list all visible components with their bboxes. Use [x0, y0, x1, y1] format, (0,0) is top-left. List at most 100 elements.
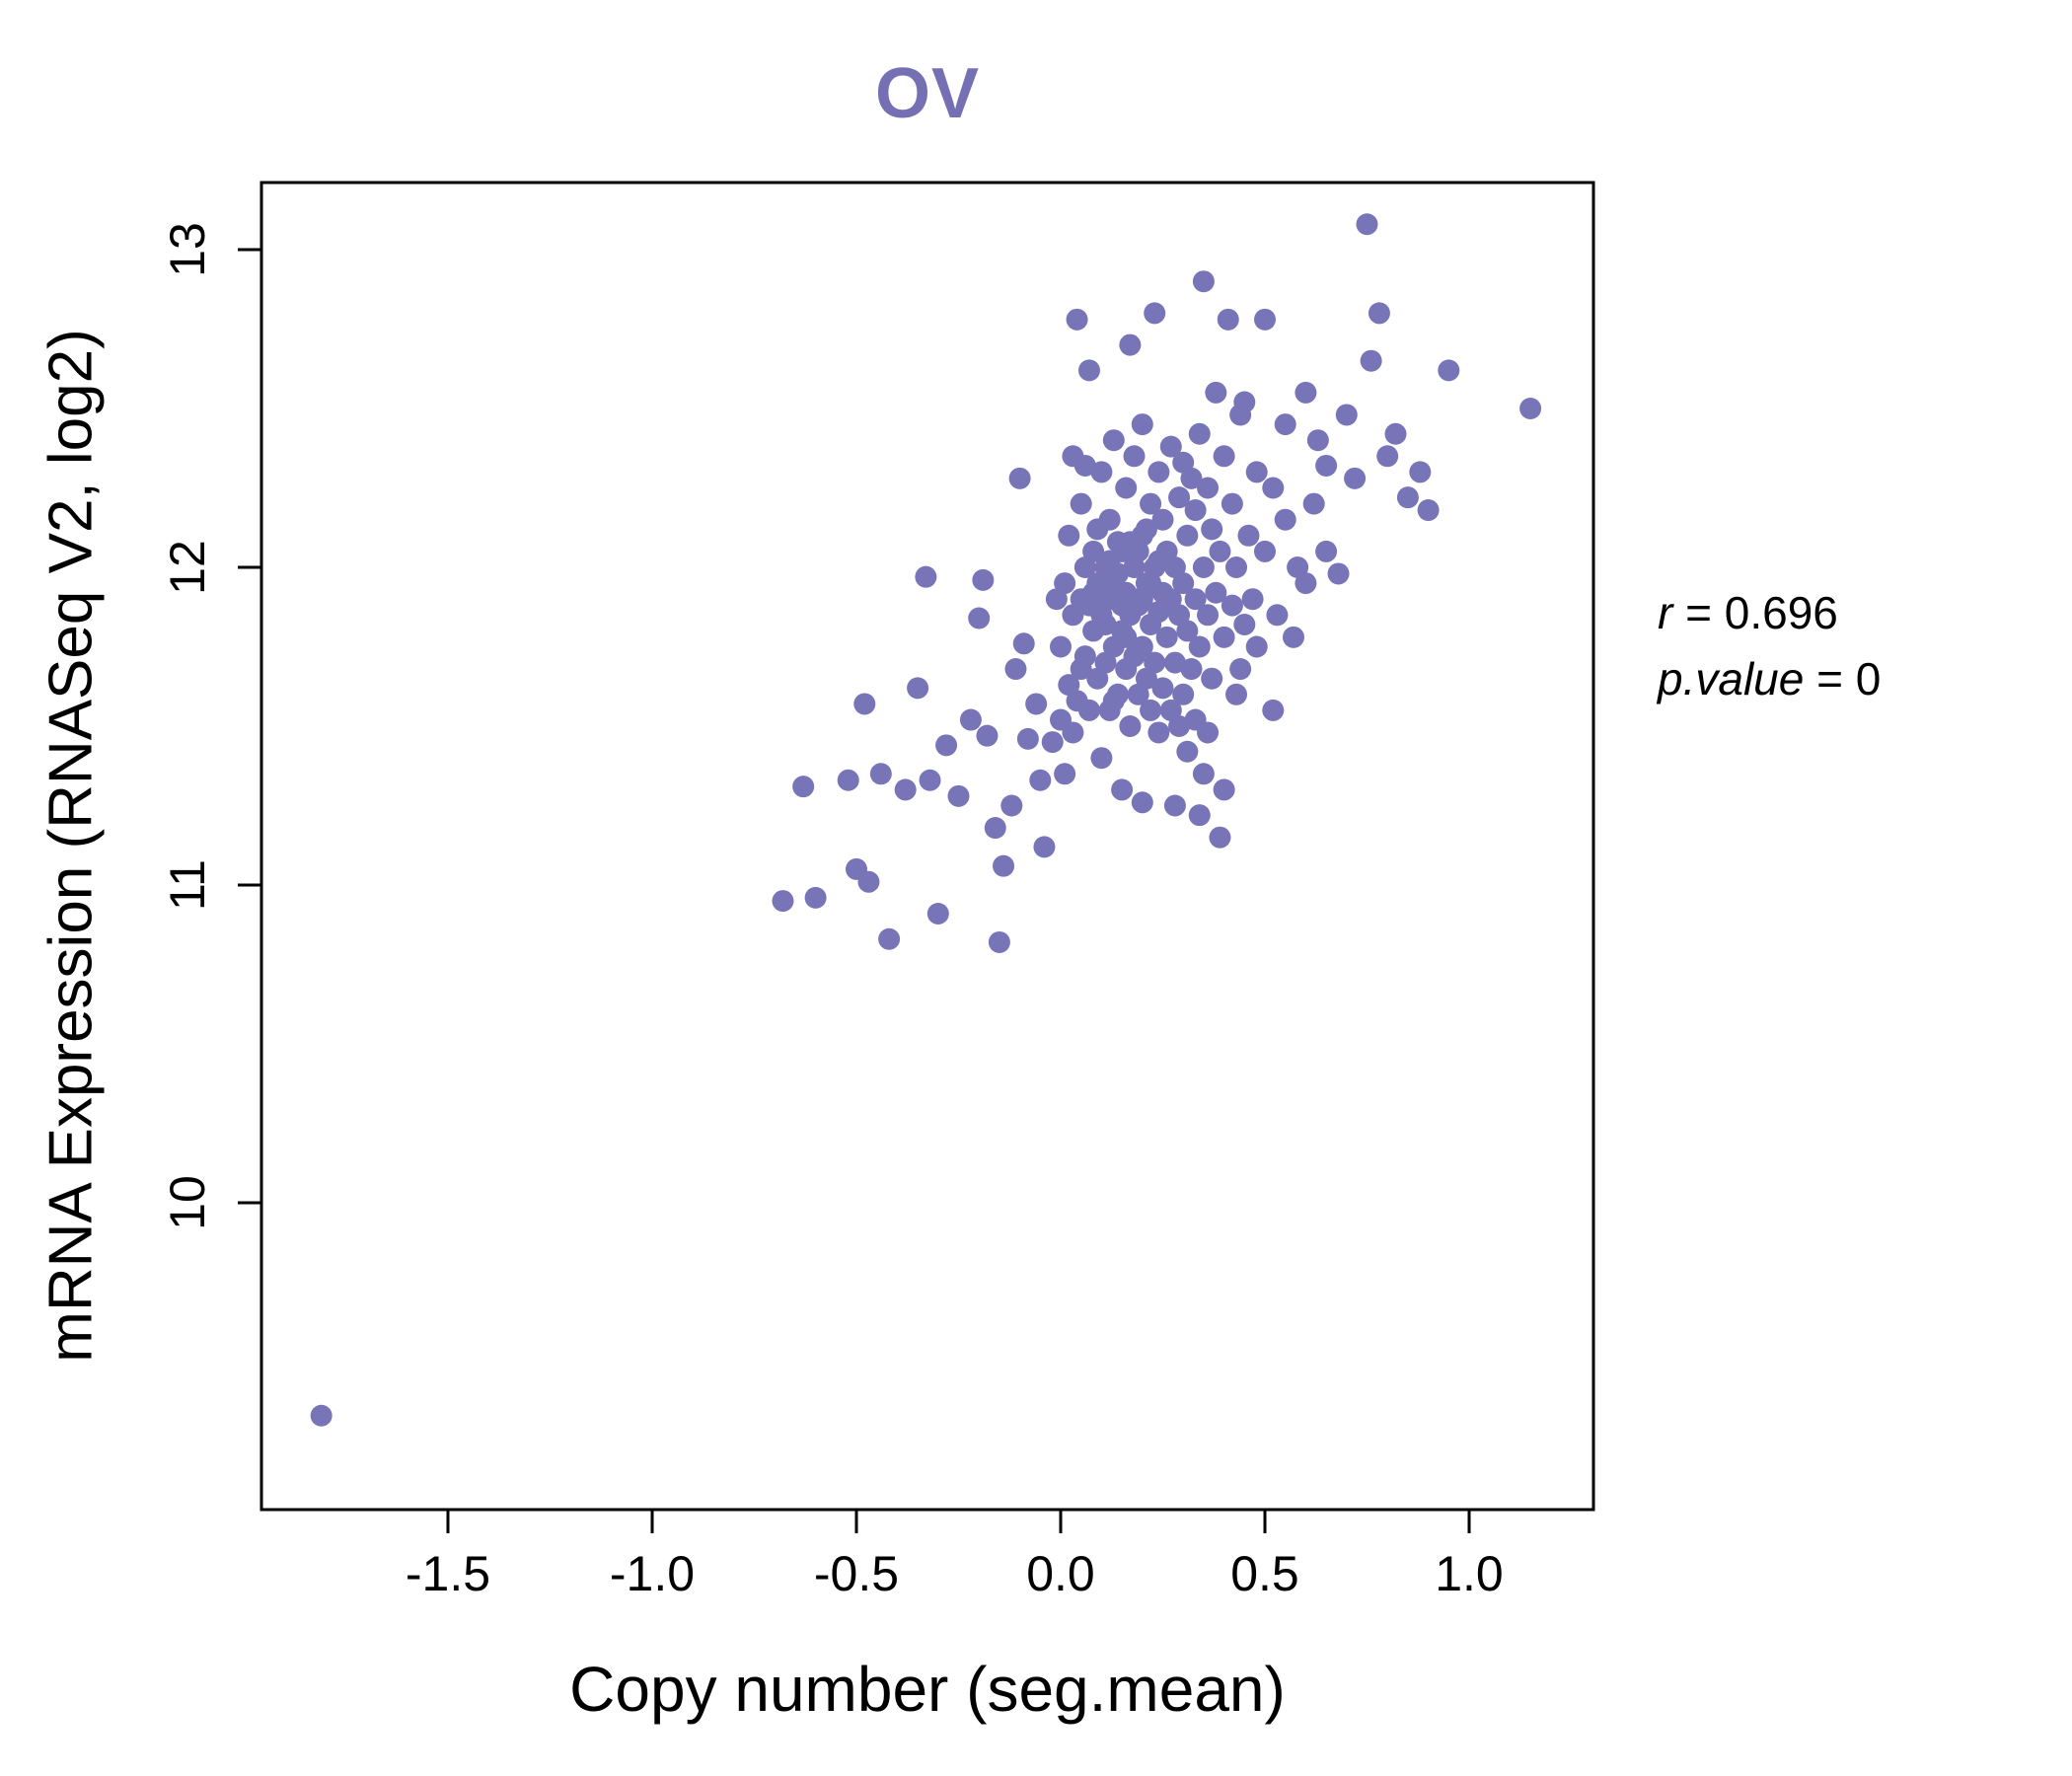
data-point	[1205, 381, 1227, 404]
data-point	[1192, 270, 1215, 293]
data-point	[1221, 492, 1243, 515]
data-point	[772, 890, 794, 913]
data-point	[926, 902, 949, 925]
data-point	[935, 734, 958, 757]
data-point	[1008, 467, 1031, 489]
data-point	[1213, 626, 1235, 648]
data-point	[1119, 333, 1142, 356]
data-point	[1147, 461, 1170, 483]
data-point	[1233, 391, 1256, 413]
data-point	[907, 677, 929, 700]
data-point	[1396, 486, 1419, 509]
data-point	[1229, 658, 1252, 681]
data-point	[1213, 445, 1235, 468]
data-point	[1119, 531, 1142, 554]
data-point	[1041, 731, 1064, 754]
data-point	[1151, 677, 1174, 700]
data-point	[1094, 613, 1117, 635]
data-point	[919, 769, 941, 791]
data-point	[1225, 556, 1248, 578]
x-tick-label: -0.5	[814, 1546, 899, 1601]
data-point	[1090, 747, 1113, 770]
data-point	[1033, 836, 1056, 858]
data-point	[1254, 540, 1276, 562]
data-point	[1262, 699, 1285, 721]
data-point	[1131, 588, 1153, 611]
data-point	[1159, 435, 1182, 458]
data-point	[972, 568, 995, 591]
data-point	[1237, 524, 1260, 547]
data-point	[310, 1404, 333, 1427]
data-point	[959, 708, 982, 731]
data-point	[1519, 398, 1542, 419]
data-point	[1168, 486, 1191, 509]
data-point	[1438, 359, 1460, 382]
data-point	[1172, 683, 1195, 705]
data-point	[1217, 308, 1239, 331]
x-tick-label: -1.0	[610, 1546, 695, 1601]
data-point	[1082, 540, 1105, 562]
data-point	[853, 693, 876, 715]
data-point	[968, 607, 991, 629]
data-point	[1090, 461, 1113, 483]
data-point	[1245, 635, 1268, 658]
data-point	[1188, 422, 1211, 445]
data-point	[1274, 508, 1296, 531]
data-point	[792, 776, 815, 798]
data-point	[976, 724, 999, 747]
data-point	[1335, 404, 1358, 426]
data-point	[869, 763, 892, 785]
data-point	[804, 886, 827, 909]
data-point	[1016, 727, 1039, 750]
data-point	[1144, 651, 1166, 674]
data-point	[1147, 721, 1170, 744]
data-point	[1050, 635, 1072, 658]
data-point	[1098, 550, 1121, 572]
x-tick-label: -1.5	[406, 1546, 490, 1601]
data-point	[1274, 413, 1296, 436]
data-point	[1140, 492, 1162, 515]
data-point	[1151, 508, 1174, 531]
annotation-p-var: p.value	[1658, 652, 1805, 704]
data-point	[1012, 632, 1035, 655]
data-point	[1073, 454, 1096, 477]
x-axis-label: Copy number (seg.mean)	[569, 1654, 1286, 1725]
data-point	[1140, 699, 1162, 721]
data-point	[1155, 594, 1178, 617]
data-point	[1172, 572, 1195, 595]
data-point	[1368, 302, 1390, 325]
x-tick-label: 0.5	[1230, 1546, 1299, 1601]
data-point	[1058, 524, 1080, 547]
data-point	[1315, 454, 1338, 477]
data-point	[1213, 778, 1235, 801]
data-point	[1163, 794, 1186, 817]
data-point	[1066, 308, 1088, 331]
data-point	[1184, 588, 1207, 611]
data-point	[1102, 429, 1125, 452]
data-point	[1282, 626, 1304, 648]
data-point	[1201, 518, 1223, 541]
data-point	[1180, 467, 1203, 489]
data-point	[1045, 588, 1068, 611]
annotation-p-value: = 0	[1804, 652, 1882, 704]
data-point	[1176, 524, 1199, 547]
data-point	[1070, 492, 1092, 515]
data-point	[1197, 604, 1220, 627]
data-point	[1180, 658, 1203, 681]
data-point	[1188, 804, 1211, 827]
data-point	[1131, 635, 1153, 658]
data-point	[1176, 620, 1199, 642]
data-point	[837, 769, 859, 791]
data-point	[1155, 626, 1178, 648]
y-axis-label: mRNA Expression (RNASeq V2, log2)	[37, 329, 106, 1363]
data-point	[1254, 308, 1276, 331]
data-point	[1384, 422, 1407, 445]
data-point	[1070, 658, 1092, 681]
data-point	[1188, 635, 1211, 658]
data-point	[1327, 562, 1350, 585]
data-point	[1266, 604, 1289, 627]
data-point	[1123, 445, 1146, 468]
data-point	[1184, 499, 1207, 522]
